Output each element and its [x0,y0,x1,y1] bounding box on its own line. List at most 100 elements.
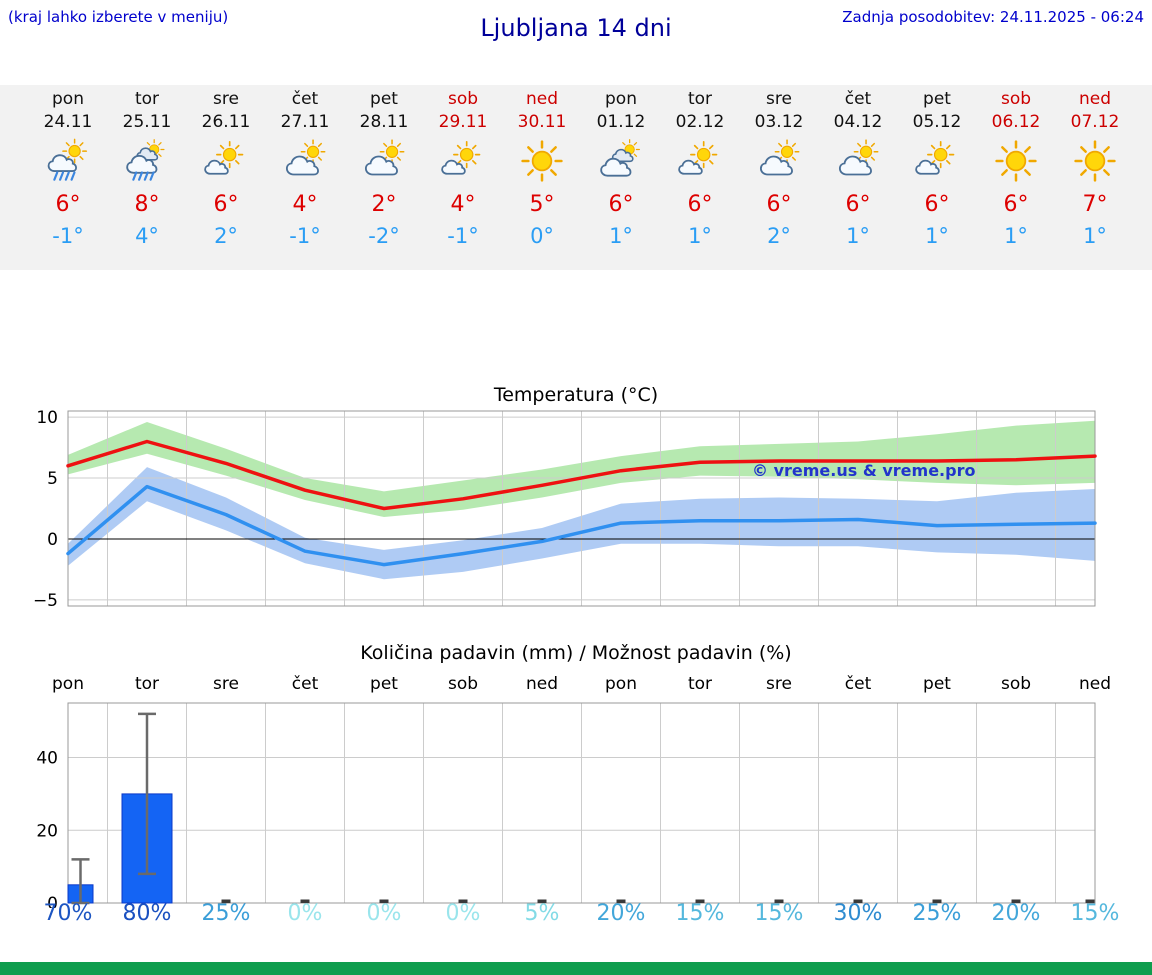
day-column: pon 24.11 6° -1° [28,85,108,270]
forecast-strip: pon 24.11 6° -1° tor 25.11 8° 4° sre 26.11 6° 2° čet… [0,85,1152,270]
precip-probability: 15% [1070,901,1120,926]
day-column: pet 28.11 2° -2° [344,85,424,270]
day-date: 27.11 [280,112,330,132]
temp-min-line [66,484,1097,567]
precip-probability: 25% [201,901,251,926]
page-title: Ljubljana 14 dni [480,14,672,42]
cloud-sun-icon [756,138,802,184]
precip-zero-tick [379,899,389,903]
day-column: tor 02.12 6° 1° [660,85,740,270]
cloud-sun-icon [282,138,328,184]
precipitation-chart-title: Količina padavin (mm) / Možnost padavin … [360,642,792,664]
precip-day-label: tor [134,674,160,694]
precipitation-chart: 0 20 40 [36,702,1096,908]
y-tick-label: 0 [47,530,58,550]
sun-icon [1072,138,1118,184]
day-name: sre [213,89,239,109]
low-temp: 1° [1004,224,1028,248]
high-temp: 5° [529,192,555,217]
day-date: 28.11 [359,112,409,132]
precip-probability: 5% [524,901,560,926]
day-name: pet [923,89,951,109]
cloud-sun-icon [835,138,881,184]
precip-zero-tick [537,899,547,903]
precip-whisker [71,858,90,905]
day-column: sob 06.12 6° 1° [976,85,1056,270]
y-tick-label: 5 [47,469,58,489]
precip-whisker [138,712,156,876]
y-tick-label: 0 [47,894,58,908]
day-name: ned [1078,89,1112,109]
day-date: 30.11 [517,112,567,132]
high-temp: 6° [845,192,871,217]
day-name: pon [52,89,84,109]
day-date: 07.12 [1070,112,1120,132]
high-temp: 6° [213,192,239,217]
day-date: 25.11 [122,112,172,132]
sun-cloud-icon [914,138,960,184]
precip-day-label: pon [605,674,637,694]
precip-day-label: sob [1000,674,1032,694]
low-temp: -1° [289,224,321,248]
low-temp: 1° [846,224,870,248]
precip-probability: 30% [833,901,883,926]
location-hint: (kraj lahko izberete v meniju) [8,8,229,26]
precip-probability: 25% [912,901,962,926]
high-temp: 6° [608,192,634,217]
day-date: 26.11 [201,112,251,132]
day-name: pon [605,89,637,109]
high-temp: 6° [1003,192,1029,217]
day-column: čet 27.11 4° -1° [265,85,345,270]
day-name: tor [134,89,160,109]
rain-cloud-icon [124,138,170,184]
precip-zero-tick [458,899,468,903]
precip-probability: 80% [122,901,172,926]
day-column: čet 04.12 6° 1° [818,85,898,270]
low-temp: 1° [925,224,949,248]
y-tick-label: 40 [36,749,58,769]
day-column: sob 29.11 4° -1° [423,85,503,270]
high-temp: 4° [450,192,476,217]
y-tick-label: −5 [33,591,58,611]
sun-cloud-icon [203,138,249,184]
precip-probability: 20% [991,901,1041,926]
low-temp: 1° [1083,224,1107,248]
day-date: 02.12 [675,112,725,132]
precip-day-label: pet [923,674,951,694]
precip-day-label: čet [291,674,319,694]
precip-zero-tick [300,899,310,903]
precip-day-label: sob [447,674,479,694]
sun-cloud-icon [440,138,486,184]
high-temp: 6° [766,192,792,217]
low-temp: -1° [52,224,84,248]
day-column: pet 05.12 6° 1° [897,85,977,270]
watermark-link[interactable]: © vreme.us & vreme.pro [752,461,975,480]
day-date: 29.11 [438,112,488,132]
cloudy-icon [598,138,644,184]
low-temp: 2° [214,224,238,248]
precip-probabilities-row: 70% 80% 25% 0% 0% 0% 5% 20% 15% 15% 30% 25% 20% 15% [0,901,1152,933]
precip-probability: 20% [596,901,646,926]
precip-probability: 70% [43,901,93,926]
precip-zero-tick [932,899,942,903]
precip-day-label: tor [687,674,713,694]
precip-day-labels-row: pon tor sre čet pet sob ned pon tor sre čet pet sob n… [0,674,1152,696]
precip-zero-tick [221,899,231,903]
day-name: ned [525,89,559,109]
last-updated: Zadnja posodobitev: 24.11.2025 - 06:24 [842,8,1144,26]
sun-icon [993,138,1039,184]
day-name: sob [1000,89,1032,109]
precip-day-label: čet [844,674,872,694]
temp-max-line [66,439,1097,511]
footer-bar [0,962,1152,975]
precip-probability: 0% [287,901,323,926]
day-column: sre 26.11 6° 2° [186,85,266,270]
sun-cloud-icon [677,138,723,184]
high-temp: 6° [55,192,81,217]
day-date: 05.12 [912,112,962,132]
precip-zero-tick [1085,899,1095,903]
day-name: čet [291,89,319,109]
high-temp: 6° [924,192,950,217]
precip-day-label: ned [525,674,559,694]
low-temp: 4° [135,224,159,248]
